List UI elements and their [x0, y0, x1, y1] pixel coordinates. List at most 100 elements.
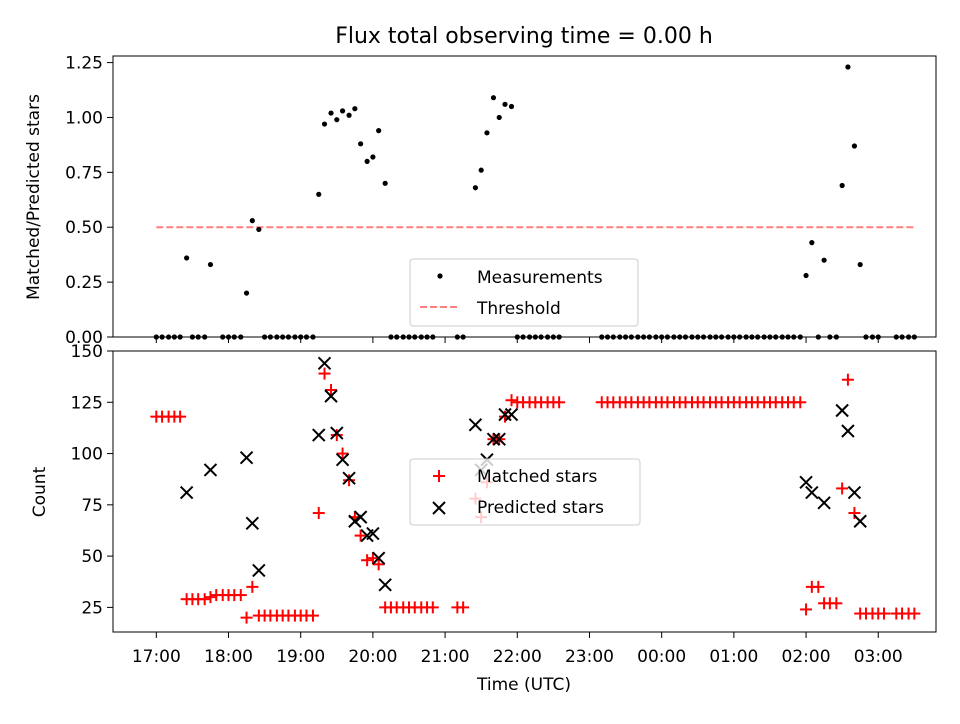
y-tick-label: 0.00	[65, 328, 103, 348]
measurements-point	[478, 167, 484, 173]
matched-stars-point	[204, 591, 217, 604]
measurements-point	[845, 64, 851, 70]
measurements-point	[472, 185, 479, 191]
top-y-axis: 0.00 0.25 0.50 0.75 1.00 1.25	[65, 54, 879, 348]
measurements-point	[358, 141, 364, 147]
x-tick-label: 18:00	[204, 647, 253, 667]
predicted-stars-point	[335, 453, 350, 467]
measurements-point	[364, 158, 370, 164]
legend-measurements-marker	[437, 273, 443, 279]
matched-stars-point	[848, 507, 861, 520]
predicted-stars-point	[492, 432, 506, 446]
y-tick-label: 1.00	[65, 108, 103, 128]
y-tick-label: 150	[71, 342, 103, 362]
top-y-axis-label: Matched/Predicted stars	[24, 94, 44, 300]
x-tick-label: 02:00	[782, 647, 831, 667]
chart-title: Flux total observing time = 0.00 h	[335, 24, 713, 49]
measurements-point	[857, 261, 863, 268]
predicted-stars-point	[817, 496, 831, 510]
matched-stars-point	[354, 529, 367, 542]
x-tick-label: 22:00	[493, 647, 542, 667]
measurements-point	[496, 114, 502, 121]
top-axes-frame	[112, 55, 937, 338]
y-tick-label: 125	[71, 393, 103, 413]
matched-stars-point	[457, 601, 470, 614]
bottom-panel: 25 50 75 100 125 150 17:00 18:00 19:00 20:00 21:0…	[30, 342, 937, 695]
predicted-stars-point	[847, 485, 862, 500]
predicted-stars-point	[799, 475, 813, 489]
y-tick-label: 25	[81, 598, 103, 618]
predicted-stars-point	[342, 471, 356, 485]
y-tick-label: 1.25	[65, 54, 103, 74]
x-tick-label: 23:00	[565, 647, 614, 667]
bottom-y-axis-label: Count	[30, 466, 50, 517]
predicted-stars-point	[348, 514, 362, 528]
x-axis: 17:00 18:00 19:00 20:00 21:00 22:00 23:00 00:00…	[132, 647, 903, 667]
measurements-point	[346, 112, 352, 118]
predicted-stars-point	[835, 403, 849, 418]
predicted-stars-point	[853, 514, 867, 528]
matched-stars-point	[836, 482, 849, 495]
measurements-point	[484, 130, 490, 136]
matched-stars-point	[198, 593, 211, 606]
predicted-stars-point	[252, 563, 266, 578]
y-tick-label: 75	[81, 496, 103, 516]
measurements-point	[508, 103, 515, 110]
matched-stars-point	[794, 396, 807, 409]
bottom-legend-box	[409, 458, 641, 526]
matched-stars-point	[366, 552, 379, 565]
matched-stars-point	[908, 607, 921, 620]
matched-stars-point	[553, 396, 566, 409]
top-legend: Measurements Threshold	[409, 258, 639, 327]
top-legend-box	[409, 258, 639, 327]
bottom-axes-frame	[112, 350, 937, 633]
matched-stars-point	[318, 367, 331, 380]
measurements-point	[321, 121, 328, 127]
measurements-point	[207, 261, 214, 268]
bottom-legend: Matched stars Predicted stars	[409, 458, 641, 526]
matched-stars-point	[336, 447, 349, 460]
x-axis-label: Time (UTC)	[476, 675, 571, 695]
predicted-stars-point	[378, 578, 392, 592]
predicted-stars-point	[486, 432, 501, 446]
predicted-stars-point	[468, 418, 483, 432]
measurements-point	[803, 272, 809, 279]
matched-stars-point	[174, 410, 187, 423]
matched-stars-point	[246, 580, 259, 593]
matched-stars-point	[800, 603, 813, 616]
matched-stars-point	[812, 580, 825, 593]
x-tick-label: 17:00	[132, 647, 181, 667]
measurements-point	[334, 117, 340, 123]
measurements-point	[316, 191, 322, 197]
predicted-stars-point	[179, 485, 194, 500]
bottom-plot-content	[150, 356, 921, 624]
predicted-stars-point	[353, 510, 368, 524]
measurements-point	[502, 101, 508, 107]
predicted-stars-point	[366, 526, 380, 541]
measurements-point	[839, 182, 845, 189]
matched-stars-point	[234, 589, 247, 602]
measurements-point	[821, 257, 827, 263]
measurements-point	[851, 143, 858, 149]
predicted-stars-point	[805, 485, 819, 500]
matched-stars-point	[361, 554, 374, 567]
predicted-stars-point	[504, 407, 519, 422]
measurements-point	[243, 290, 250, 296]
predicted-stars-point	[317, 356, 332, 371]
legend-matched-label: Matched stars	[477, 467, 597, 487]
predicted-stars-point	[312, 428, 326, 442]
predicted-stars-point	[330, 426, 344, 440]
matched-stars-point	[306, 609, 319, 622]
x-tick-label: 19:00	[276, 647, 325, 667]
x-tick-label: 01:00	[709, 647, 758, 667]
predicted-stars-point	[841, 424, 855, 438]
bottom-y-axis: 25 50 75 100 125 150	[71, 342, 879, 638]
legend-measurements-label: Measurements	[477, 268, 603, 288]
predicted-stars-point	[371, 551, 386, 565]
top-panel: 0.00 0.25 0.50 0.75 1.00 1.25 Matched/Predict…	[24, 54, 937, 348]
y-tick-label: 0.75	[65, 163, 103, 183]
measurements-point	[256, 226, 262, 233]
y-tick-label: 0.25	[65, 273, 103, 293]
matched-stars-point	[505, 394, 518, 407]
matched-stars-point	[312, 507, 325, 520]
